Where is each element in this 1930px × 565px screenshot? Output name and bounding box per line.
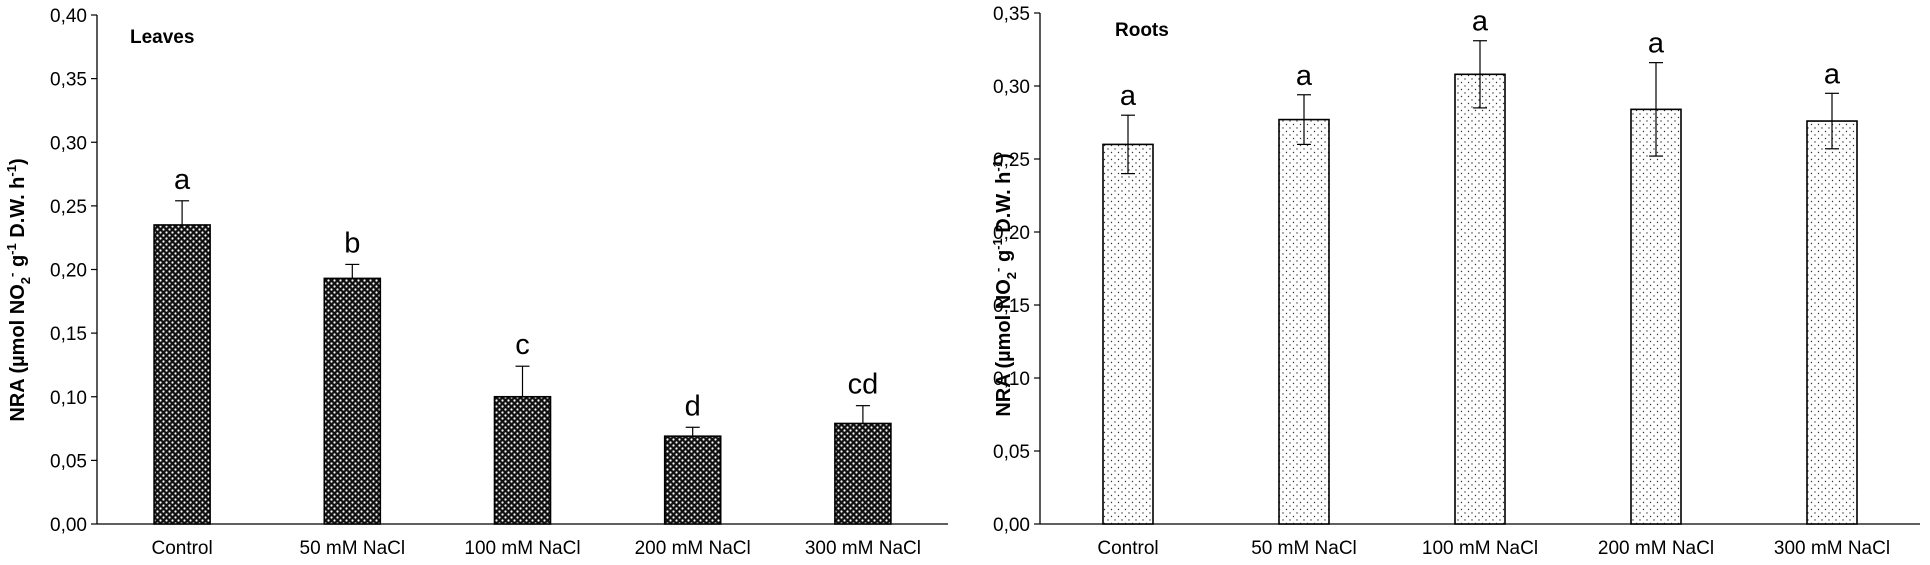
y-axis-label: NRA (µmol NO2- g-1 D.W. h-1) <box>4 158 33 421</box>
category-label: 100 mM NaCl <box>1422 538 1538 559</box>
panel-title: Leaves <box>130 27 194 48</box>
bars <box>1102 73 1858 525</box>
category-label: 200 mM NaCl <box>1598 538 1714 559</box>
y-tick-label: 0,05 <box>993 442 1030 463</box>
bar <box>1102 143 1154 525</box>
error-bars <box>175 200 870 437</box>
significance-label: c <box>515 329 530 361</box>
y-tick-label: 0,20 <box>993 223 1030 244</box>
y-tick-label: 0,00 <box>50 515 87 536</box>
category-label: 50 mM NaCl <box>1251 538 1357 559</box>
error-bar <box>1121 114 1135 175</box>
category-label: 300 mM NaCl <box>805 538 921 559</box>
significance-label: a <box>1472 6 1489 38</box>
category-label: 300 mM NaCl <box>1774 538 1890 559</box>
error-bar <box>685 426 700 437</box>
significance-label: a <box>1648 28 1665 60</box>
leaves-panel: NRA (µmol NO2- g-1 D.W. h-1) Leaves 0,00… <box>4 6 948 559</box>
y-tick-label: 0,10 <box>993 369 1030 390</box>
significance-label: cd <box>848 369 879 401</box>
error-bars <box>1121 40 1839 175</box>
bar <box>1454 73 1506 525</box>
significance-label: a <box>1120 80 1137 112</box>
y-tick-label: 0,20 <box>50 261 87 282</box>
panel-title: Roots <box>1115 20 1169 41</box>
y-tick-label: 0,05 <box>50 451 87 472</box>
error-bar <box>515 365 530 397</box>
bar <box>663 435 722 525</box>
bar <box>323 277 382 525</box>
bars <box>153 224 892 525</box>
significance-label: a <box>1824 58 1841 90</box>
y-tick-label: 0,10 <box>50 388 87 409</box>
significance-label: d <box>685 390 701 422</box>
category-label: Control <box>1097 538 1158 559</box>
error-bar <box>1825 92 1839 150</box>
roots-panel: NRA (µmol NO2- g-1 D.W. h-1) Roots 0,000… <box>990 4 1920 559</box>
y-tick-label: 0,15 <box>993 296 1030 317</box>
category-label: 100 mM NaCl <box>464 538 580 559</box>
significance-label: a <box>1296 60 1313 92</box>
y-tick-label: 0,25 <box>993 150 1030 171</box>
y-ticks: 0,00 0,05 0,10 0,15 0,20 0,25 0,30 0,35 0,40 <box>50 6 97 536</box>
bar <box>153 224 211 525</box>
bar <box>1630 108 1682 525</box>
error-bar <box>1649 62 1663 157</box>
y-tick-label: 0,00 <box>993 515 1030 536</box>
y-tick-label: 0,35 <box>50 70 87 91</box>
category-labels: Control 50 mM NaCl 100 mM NaCl 200 mM NaCl 3… <box>151 538 921 559</box>
y-tick-label: 0,30 <box>50 133 87 154</box>
y-tick-label: 0,30 <box>993 77 1030 98</box>
category-label: Control <box>151 538 212 559</box>
category-labels: Control 50 mM NaCl 100 mM NaCl 200 mM NaCl 3… <box>1097 538 1890 559</box>
y-tick-label: 0,15 <box>50 324 87 345</box>
y-tick-label: 0,35 <box>993 4 1030 25</box>
significance-label: b <box>344 227 360 259</box>
category-label: 200 mM NaCl <box>635 538 751 559</box>
significance-label: a <box>174 164 191 196</box>
y-axis-label: NRA (µmol NO2- g-1 D.W. h-1) <box>990 153 1019 416</box>
error-bar <box>1297 94 1311 145</box>
y-ticks: 0,00 0,05 0,10 0,15 0,20 0,25 0,30 0,35 <box>993 4 1040 536</box>
bar <box>1278 118 1330 525</box>
y-tick-label: 0,40 <box>50 6 87 27</box>
bar <box>834 422 892 525</box>
error-bar <box>345 263 360 279</box>
significance-labels: a a a a a <box>1120 6 1841 112</box>
bar <box>493 395 552 525</box>
error-bar <box>855 405 870 424</box>
error-bar <box>175 200 190 225</box>
bar <box>1806 120 1858 525</box>
category-label: 50 mM NaCl <box>300 538 406 559</box>
error-bar <box>1473 40 1487 109</box>
y-tick-label: 0,25 <box>50 197 87 218</box>
